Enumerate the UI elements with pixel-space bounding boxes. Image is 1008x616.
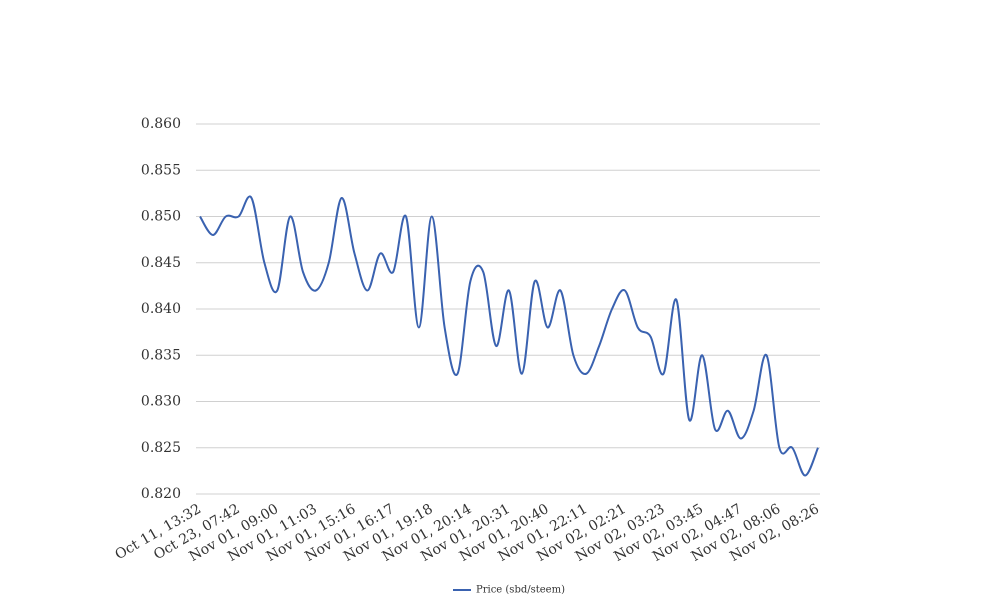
y-tick-label: 0.860 [141, 116, 181, 132]
y-tick-label: 0.835 [141, 347, 181, 363]
y-tick-label: 0.850 [141, 209, 181, 225]
y-tick-label: 0.840 [141, 301, 181, 317]
legend-label: Price (sbd/steem) [476, 585, 565, 596]
y-tick-label: 0.830 [141, 394, 181, 410]
y-tick-label: 0.825 [141, 440, 181, 456]
y-tick-label: 0.820 [141, 486, 181, 502]
y-tick-label: 0.845 [141, 255, 181, 271]
price-line [199, 195, 819, 477]
y-tick-label: 0.855 [141, 162, 181, 178]
